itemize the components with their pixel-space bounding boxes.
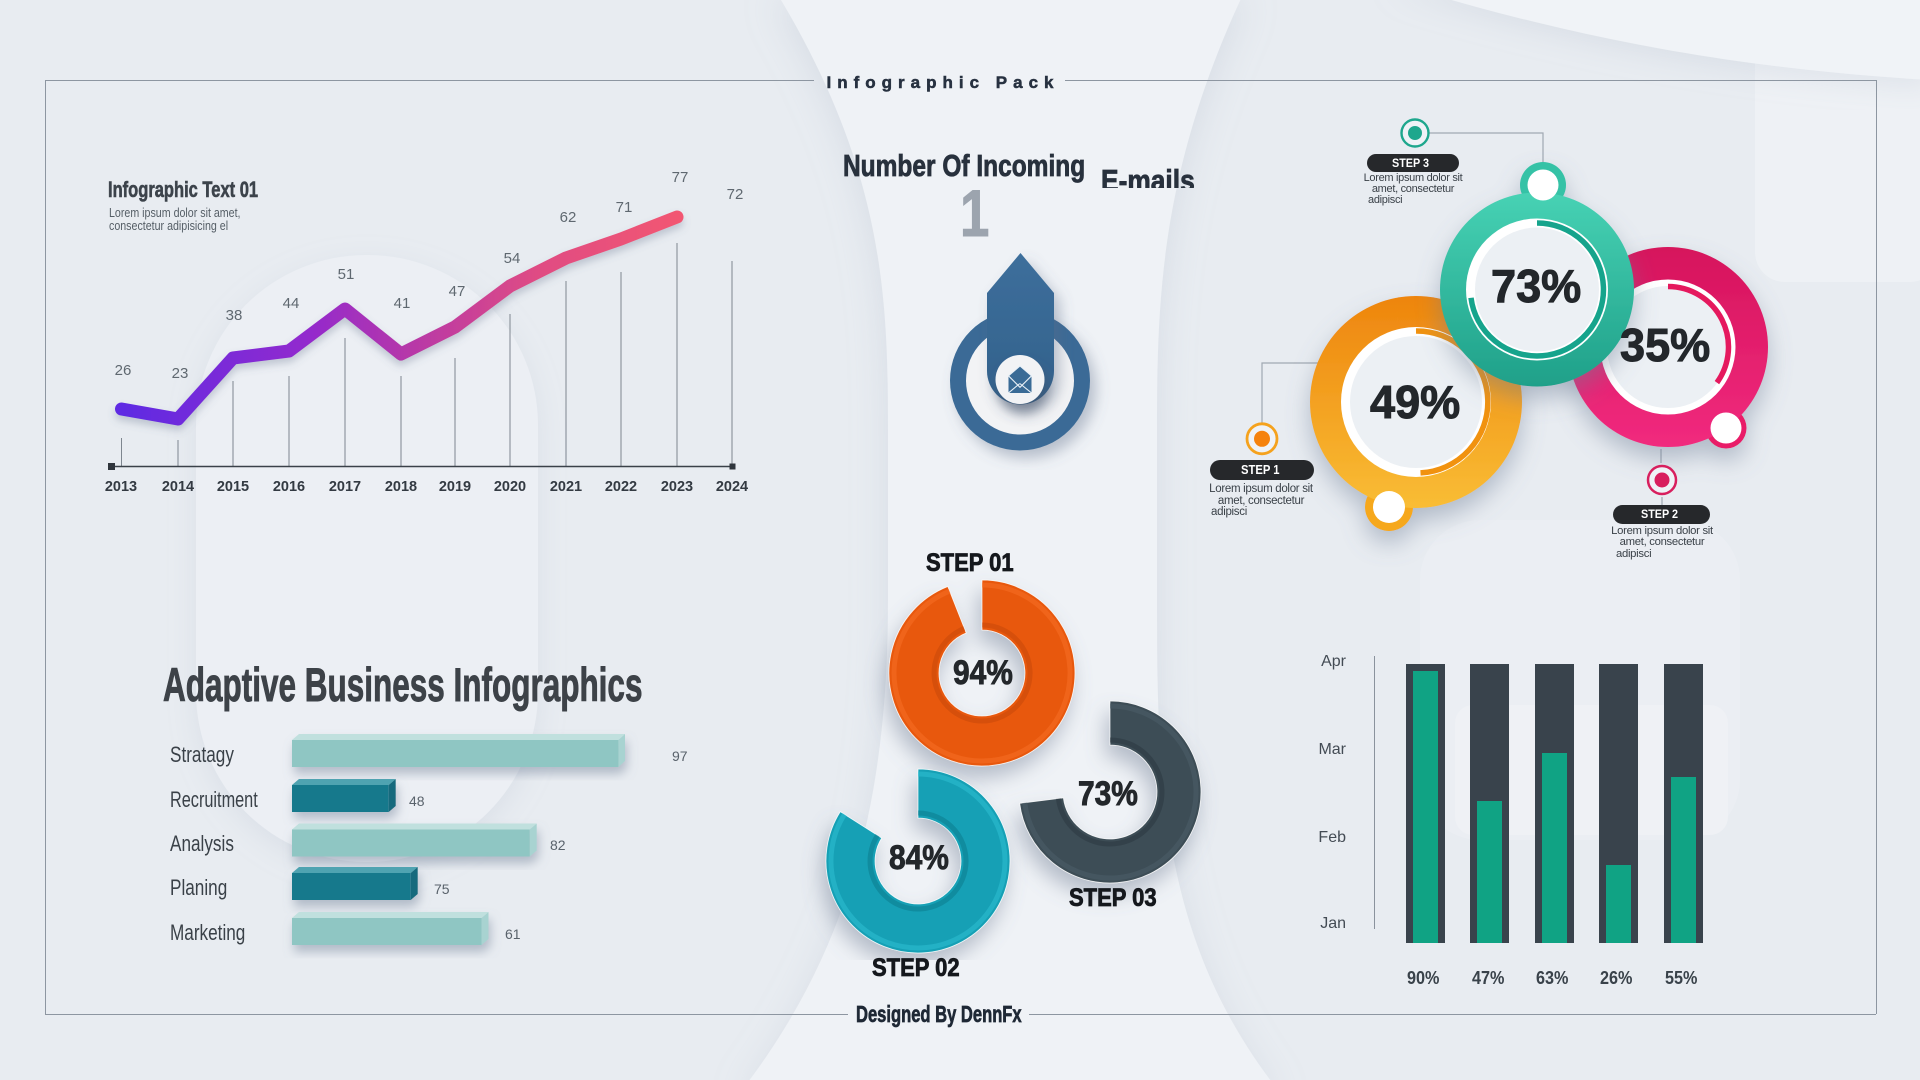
svg-text:47: 47 — [449, 283, 466, 300]
svg-text:2014: 2014 — [162, 479, 194, 495]
svg-text:51: 51 — [338, 266, 355, 283]
svg-text:54: 54 — [504, 250, 521, 267]
svg-text:2015: 2015 — [217, 479, 249, 495]
svg-text:2022: 2022 — [605, 479, 637, 495]
svg-text:71: 71 — [616, 199, 633, 216]
svg-text:72: 72 — [727, 186, 744, 203]
svg-text:38: 38 — [226, 307, 243, 324]
svg-text:2023: 2023 — [661, 479, 693, 495]
svg-text:2021: 2021 — [550, 479, 582, 495]
svg-text:26: 26 — [115, 362, 132, 379]
svg-text:2013: 2013 — [105, 479, 137, 495]
svg-text:2019: 2019 — [439, 479, 471, 495]
svg-text:2017: 2017 — [329, 479, 361, 495]
svg-text:41: 41 — [394, 295, 411, 312]
svg-text:77: 77 — [672, 169, 689, 186]
svg-text:2020: 2020 — [494, 479, 526, 495]
svg-text:2018: 2018 — [385, 479, 417, 495]
svg-text:44: 44 — [283, 295, 300, 312]
svg-text:2016: 2016 — [273, 479, 305, 495]
svg-text:23: 23 — [172, 365, 189, 382]
svg-text:2024: 2024 — [716, 479, 748, 495]
svg-text:62: 62 — [560, 209, 577, 226]
